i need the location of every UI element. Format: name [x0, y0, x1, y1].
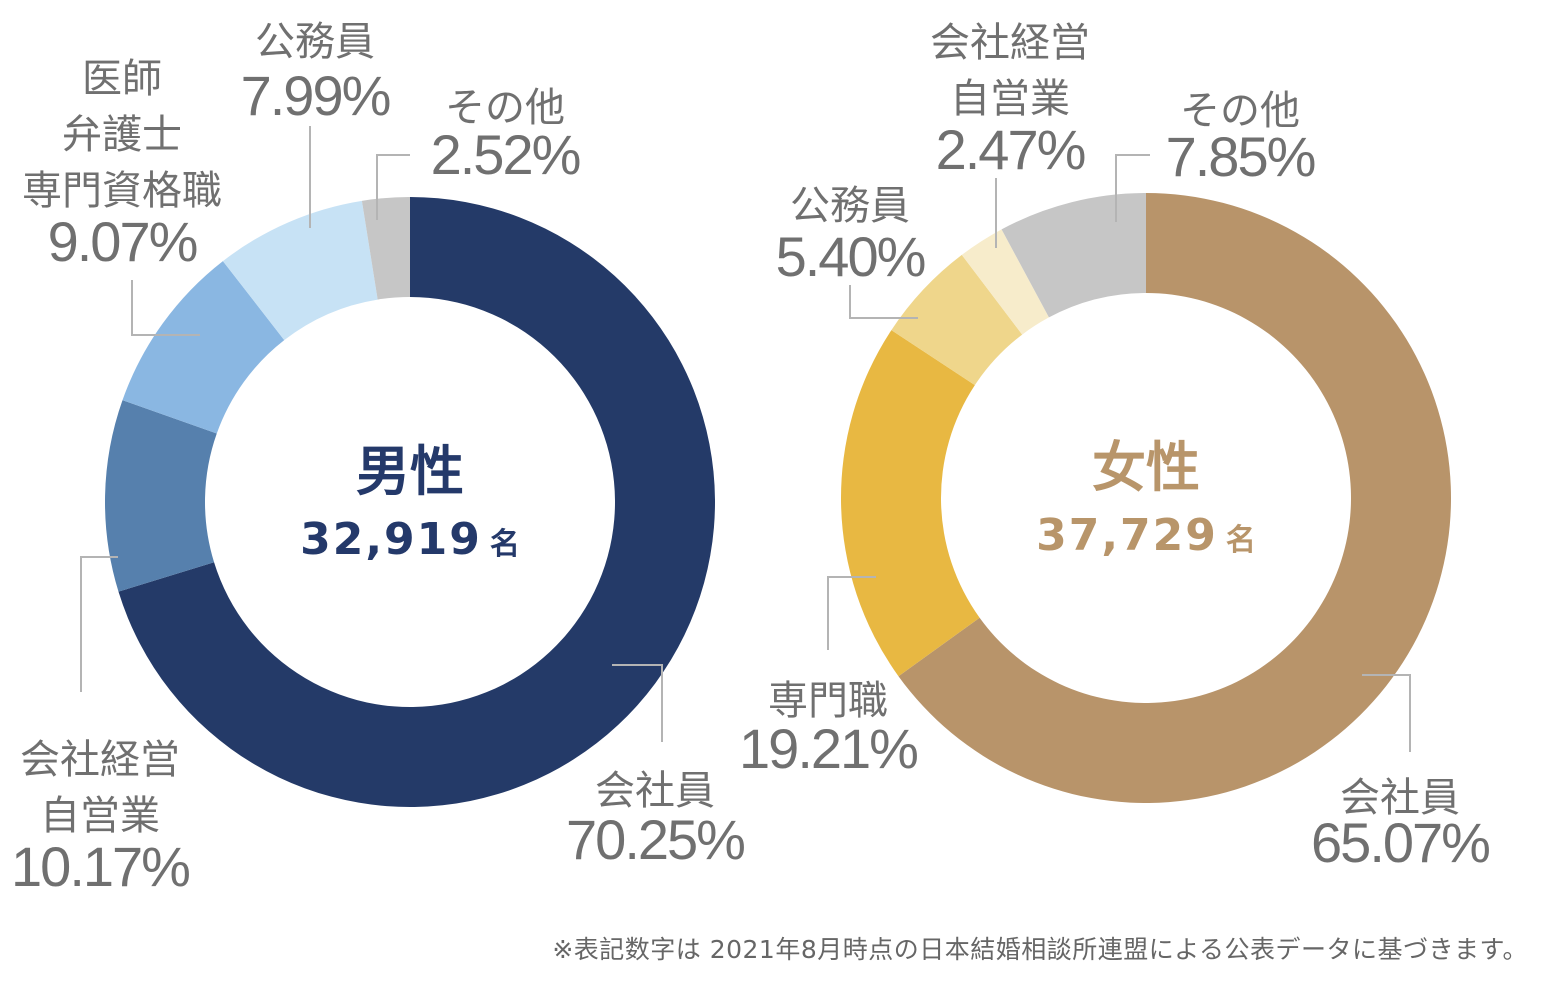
slice-label-0-2: 弁護士: [62, 112, 182, 158]
leader-line-0-2: [131, 280, 200, 336]
footnote: ※表記数字は 2021年8月時点の日本結婚相談所連盟による公表データに基づきます…: [552, 935, 1528, 964]
leader-line-0-1: [80, 556, 118, 692]
slice-1-0: [898, 193, 1451, 803]
slice-label-1-4: その他: [1180, 88, 1300, 134]
slice-percent-1-4: 7.85%: [1166, 125, 1315, 188]
slice-0-2: [122, 261, 285, 434]
slice-label-0-2: 医師: [82, 56, 162, 102]
leader-line-1-4: [1115, 154, 1150, 222]
slice-percent-0-1: 10.17%: [11, 835, 189, 898]
slice-label-0-3: 公務員: [255, 19, 375, 65]
slice-percent-0-4: 2.52%: [431, 123, 580, 186]
leader-line-0-0: [612, 664, 663, 742]
slice-label-1-3: 会社経営: [930, 20, 1090, 66]
slice-percent-0-2: 9.07%: [48, 210, 197, 273]
slice-label-1-1: 専門職: [768, 678, 888, 724]
slice-percent-0-0: 70.25%: [566, 808, 744, 871]
chart-total-0: 32,919 名: [300, 514, 520, 565]
slice-percent-1-1: 19.21%: [739, 717, 917, 780]
chart-total-1: 37,729 名: [1036, 510, 1256, 561]
leader-line-1-2: [849, 285, 918, 319]
leader-line-0-4: [376, 154, 410, 220]
slice-label-0-1: 自営業: [40, 793, 160, 839]
slice-0-4: [361, 197, 410, 300]
slice-1-2: [891, 254, 1023, 386]
chart-title-1: 女性: [1092, 436, 1200, 499]
slice-label-1-0: 会社員: [1340, 775, 1460, 821]
slice-label-1-3: 自営業: [950, 76, 1070, 122]
leader-line-1-0: [1362, 674, 1411, 752]
chart-title-0: 男性: [356, 440, 464, 503]
leader-line-1-1: [827, 576, 876, 650]
slice-percent-0-3: 7.99%: [241, 64, 390, 127]
slice-0-3: [222, 200, 378, 341]
slice-1-3: [961, 229, 1049, 335]
slice-percent-1-2: 5.40%: [776, 225, 925, 288]
slice-0-1: [105, 400, 217, 592]
slice-0-0: [118, 197, 715, 807]
slice-label-0-1: 会社経営: [20, 737, 180, 783]
slice-1-4: [1001, 193, 1146, 318]
slice-percent-1-3: 2.47%: [936, 118, 1085, 181]
slice-1-1: [841, 330, 980, 677]
slice-percent-1-0: 65.07%: [1311, 811, 1489, 874]
slice-label-0-4: その他: [445, 85, 565, 131]
slice-label-0-0: 会社員: [595, 768, 715, 814]
slice-label-0-2: 専門資格職: [22, 168, 222, 214]
slice-label-1-2: 公務員: [790, 183, 910, 229]
